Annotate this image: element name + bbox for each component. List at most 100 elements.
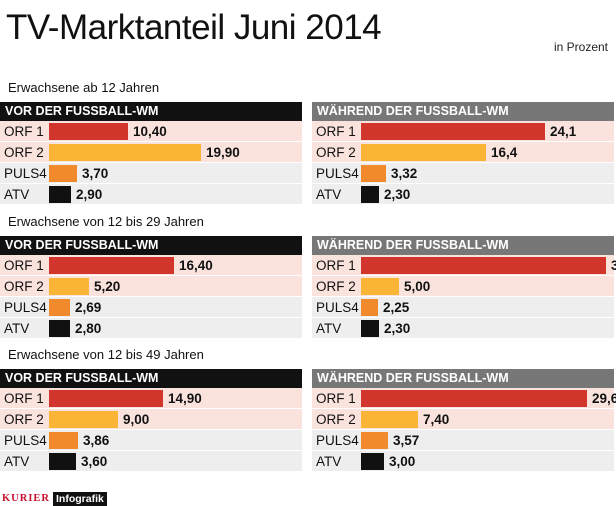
category-label: ORF 2: [316, 145, 356, 160]
value-label: 2,30: [384, 321, 411, 336]
category-label: PULS4: [4, 433, 47, 448]
section-title: Erwachsene von 12 bis 49 Jahren: [8, 347, 204, 362]
bar-row: ORF 2 7,40: [312, 409, 614, 430]
panel-header: WÄHREND DER FUSSBALL-WM: [312, 236, 614, 255]
value-label: 14,90: [168, 391, 202, 406]
bar: [361, 299, 378, 316]
bar: [49, 453, 76, 470]
bar-row: PULS4 3,32: [312, 163, 614, 184]
value-label: 16,40: [179, 258, 213, 273]
bar-row: ORF 1 14,90: [0, 388, 302, 409]
category-label: ATV: [4, 321, 30, 336]
bar: [361, 432, 388, 449]
kurier-brand: KURIER: [0, 492, 54, 506]
bar-row: ATV 2,30: [312, 184, 614, 205]
value-label: 3,00: [389, 454, 416, 469]
bar-row: PULS4 2,25: [312, 297, 614, 318]
panel-header: VOR DER FUSSBALL-WM: [0, 369, 302, 388]
value-label: 2,30: [384, 187, 411, 202]
panel-during-wm: WÄHREND DER FUSSBALL-WM ORF 1 29,6 ORF 2 7,4…: [312, 369, 616, 472]
bar: [361, 390, 587, 407]
bar-row: ORF 2 19,90: [0, 142, 302, 163]
section-title: Erwachsene von 12 bis 29 Jahren: [8, 214, 204, 229]
kurier-infografik-logo: KURIER Infografik: [0, 492, 107, 506]
value-label: 3,32: [391, 166, 418, 181]
bar: [49, 432, 78, 449]
bar-row: ORF 2 16,4: [312, 142, 614, 163]
category-label: PULS4: [316, 166, 359, 181]
bar-row: ORF 1 24,1: [312, 121, 614, 142]
bar: [49, 186, 71, 203]
value-label: 5,20: [94, 279, 121, 294]
panel-before-wm: VOR DER FUSSBALL-WM ORF 1 14,90 ORF 2 9,00 PU…: [0, 369, 302, 472]
bar-row: ATV 3,00: [312, 451, 614, 472]
bar: [49, 299, 70, 316]
category-label: ORF 2: [316, 412, 356, 427]
value-label: 2,25: [383, 300, 410, 315]
category-label: ATV: [316, 321, 342, 336]
category-label: ORF 2: [4, 145, 44, 160]
value-label: 29,6: [592, 391, 616, 406]
value-label: 5,00: [404, 279, 431, 294]
category-label: ATV: [316, 187, 342, 202]
panel-during-wm: WÄHREND DER FUSSBALL-WM ORF 1 32,10 ORF 2 5,…: [312, 236, 616, 339]
category-label: ORF 2: [4, 412, 44, 427]
value-label: 3,57: [393, 433, 420, 448]
category-label: PULS4: [4, 300, 47, 315]
panel-before-wm: VOR DER FUSSBALL-WM ORF 1 16,40 ORF 2 5,20 PU…: [0, 236, 302, 339]
category-label: ORF 1: [4, 258, 44, 273]
panel-header: VOR DER FUSSBALL-WM: [0, 102, 302, 121]
bar-row: ORF 1 10,40: [0, 121, 302, 142]
bar: [49, 278, 89, 295]
bar-row: ORF 2 5,00: [312, 276, 614, 297]
value-label: 16,4: [491, 145, 518, 160]
value-label: 32,10: [611, 258, 616, 273]
value-label: 2,69: [75, 300, 102, 315]
bar-row: ATV 2,30: [312, 318, 614, 339]
bar-row: ORF 1 16,40: [0, 255, 302, 276]
value-label: 24,1: [550, 124, 577, 139]
value-label: 7,40: [423, 412, 450, 427]
bar-row: ORF 1 32,10: [312, 255, 616, 276]
bar: [49, 123, 128, 140]
value-label: 3,86: [83, 433, 110, 448]
bar: [49, 144, 201, 161]
value-label: 9,00: [123, 412, 150, 427]
panel-header: VOR DER FUSSBALL-WM: [0, 236, 302, 255]
category-label: ATV: [4, 454, 30, 469]
bar-row: ORF 2 5,20: [0, 276, 302, 297]
bar: [361, 257, 606, 274]
value-label: 3,70: [82, 166, 109, 181]
bar-row: ATV 3,60: [0, 451, 302, 472]
category-label: PULS4: [316, 300, 359, 315]
bar: [361, 453, 384, 470]
bar: [361, 278, 399, 295]
bar: [361, 144, 486, 161]
page-title: TV-Marktanteil Juni 2014: [6, 8, 382, 47]
category-label: ORF 2: [4, 279, 44, 294]
value-label: 2,90: [76, 187, 103, 202]
bar: [361, 320, 379, 337]
value-label: 2,80: [75, 321, 102, 336]
category-label: ATV: [316, 454, 342, 469]
category-label: PULS4: [316, 433, 359, 448]
bar-row: ATV 2,90: [0, 184, 302, 205]
bar-row: PULS4 3,57: [312, 430, 614, 451]
category-label: ORF 2: [316, 279, 356, 294]
bar-row: ORF 2 9,00: [0, 409, 302, 430]
bar: [49, 390, 163, 407]
bar: [361, 165, 386, 182]
bar: [361, 411, 418, 428]
value-label: 3,60: [81, 454, 108, 469]
infografik-label: Infografik: [53, 492, 107, 506]
bar: [49, 165, 77, 182]
value-label: 19,90: [206, 145, 240, 160]
category-label: PULS4: [4, 166, 47, 181]
category-label: ORF 1: [316, 391, 356, 406]
bar: [361, 186, 379, 203]
bar-row: PULS4 2,69: [0, 297, 302, 318]
bar-row: ORF 1 29,6: [312, 388, 616, 409]
category-label: ORF 1: [4, 391, 44, 406]
bar: [49, 257, 174, 274]
value-label: 10,40: [133, 124, 167, 139]
